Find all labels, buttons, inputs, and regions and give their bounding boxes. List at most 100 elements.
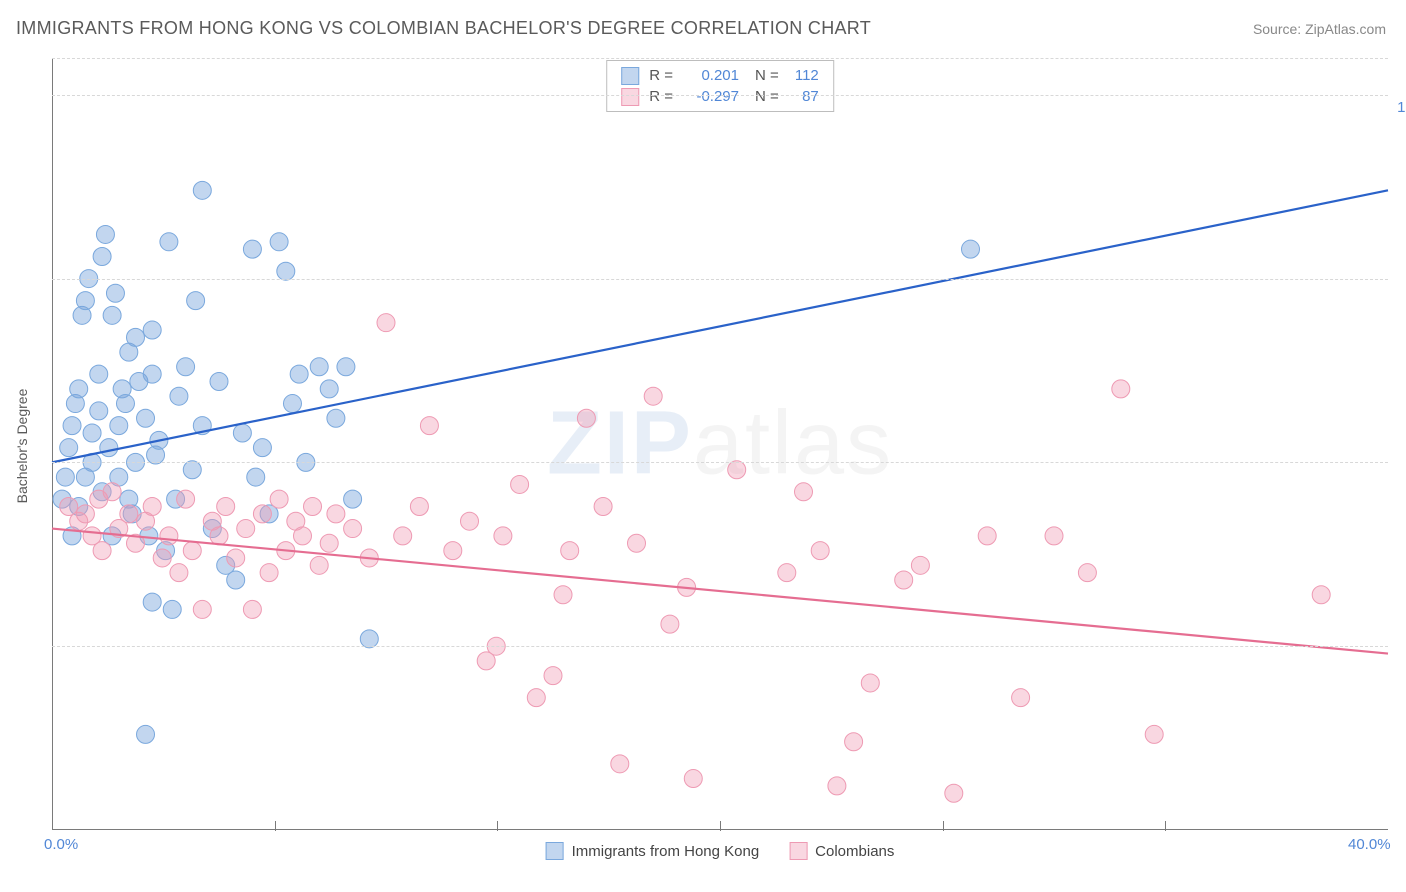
scatter-point — [143, 497, 161, 515]
legend-label-colombians: Colombians — [815, 843, 894, 860]
scatter-point — [661, 615, 679, 633]
scatter-point — [778, 564, 796, 582]
scatter-point — [170, 564, 188, 582]
scatter-point — [103, 306, 121, 324]
scatter-point — [116, 395, 134, 413]
legend-r-label-2: R = — [649, 86, 673, 107]
source-attribution: Source: ZipAtlas.com — [1253, 21, 1386, 37]
scatter-point — [410, 497, 428, 515]
scatter-point — [270, 233, 288, 251]
scatter-point — [120, 505, 138, 523]
legend-swatch-pink — [621, 88, 639, 106]
scatter-point — [90, 402, 108, 420]
scatter-point — [577, 409, 595, 427]
scatter-point — [163, 600, 181, 618]
scatter-point — [233, 424, 251, 442]
scatter-point — [100, 439, 118, 457]
scatter-point — [143, 321, 161, 339]
scatter-point — [1012, 689, 1030, 707]
scatter-point — [160, 233, 178, 251]
scatter-point — [187, 292, 205, 310]
scatter-point — [684, 770, 702, 788]
scatter-point — [344, 520, 362, 538]
scatter-point — [183, 542, 201, 560]
legend-swatch-blue-bottom — [546, 842, 564, 860]
scatter-point — [106, 284, 124, 302]
scatter-point — [227, 571, 245, 589]
scatter-point — [177, 358, 195, 376]
scatter-point — [294, 527, 312, 545]
scatter-point — [70, 380, 88, 398]
x-tick-minor — [275, 821, 276, 831]
x-tick-label: 40.0% — [1348, 836, 1391, 853]
legend-item-hong-kong: Immigrants from Hong Kong — [546, 842, 760, 860]
x-tick-label: 0.0% — [44, 836, 78, 853]
scatter-point — [60, 439, 78, 457]
scatter-point — [911, 556, 929, 574]
scatter-point — [628, 534, 646, 552]
scatter-point — [177, 490, 195, 508]
scatter-point — [461, 512, 479, 530]
scatter-point — [945, 784, 963, 802]
scatter-point — [554, 586, 572, 604]
legend-n-label-1: N = — [755, 65, 779, 86]
source-label: Source: — [1253, 21, 1305, 37]
source-name: ZipAtlas.com — [1305, 21, 1386, 37]
scatter-point — [93, 248, 111, 266]
scatter-point — [895, 571, 913, 589]
scatter-point — [227, 549, 245, 567]
legend-correlation-box: R = 0.201 N = 112 R = -0.297 N = 87 — [606, 60, 834, 112]
legend-swatch-pink-bottom — [789, 842, 807, 860]
scatter-point — [83, 424, 101, 442]
scatter-point — [304, 497, 322, 515]
grid-line — [52, 95, 1388, 96]
trend-line — [52, 190, 1388, 462]
legend-n-label-2: N = — [755, 86, 779, 107]
scatter-point — [210, 373, 228, 391]
chart-plot-area: ZIPatlas R = 0.201 N = 112 R = -0.297 N … — [52, 58, 1388, 830]
y-tick-label: 100.0% — [1397, 99, 1406, 116]
scatter-point — [217, 497, 235, 515]
scatter-point — [260, 564, 278, 582]
scatter-point — [527, 689, 545, 707]
grid-line — [52, 58, 1388, 59]
scatter-point — [193, 181, 211, 199]
scatter-point — [103, 483, 121, 501]
x-tick-minor — [720, 821, 721, 831]
scatter-point — [327, 505, 345, 523]
legend-n-value-1: 112 — [789, 65, 819, 86]
scatter-point — [63, 417, 81, 435]
scatter-point — [494, 527, 512, 545]
scatter-point — [127, 328, 145, 346]
scatter-point — [978, 527, 996, 545]
scatter-point — [962, 240, 980, 258]
scatter-point — [277, 262, 295, 280]
scatter-point — [143, 593, 161, 611]
scatter-point — [861, 674, 879, 692]
scatter-point — [420, 417, 438, 435]
scatter-point — [327, 409, 345, 427]
scatter-point — [110, 417, 128, 435]
grid-line — [52, 279, 1388, 280]
y-axis-label: Bachelor's Degree — [14, 389, 30, 504]
scatter-point — [160, 527, 178, 545]
legend-r-value-2: -0.297 — [683, 86, 739, 107]
x-tick-minor — [943, 821, 944, 831]
legend-r-label-1: R = — [649, 65, 673, 86]
legend-swatch-blue — [621, 67, 639, 85]
scatter-point — [1078, 564, 1096, 582]
grid-line — [52, 646, 1388, 647]
scatter-point — [290, 365, 308, 383]
scatter-point — [243, 600, 261, 618]
scatter-point — [845, 733, 863, 751]
scatter-point — [377, 314, 395, 332]
scatter-point — [143, 365, 161, 383]
legend-item-colombians: Colombians — [789, 842, 894, 860]
scatter-point — [644, 387, 662, 405]
scatter-point — [153, 549, 171, 567]
scatter-point — [337, 358, 355, 376]
trend-line — [52, 529, 1388, 654]
scatter-point — [243, 240, 261, 258]
scatter-point — [611, 755, 629, 773]
scatter-point — [247, 468, 265, 486]
